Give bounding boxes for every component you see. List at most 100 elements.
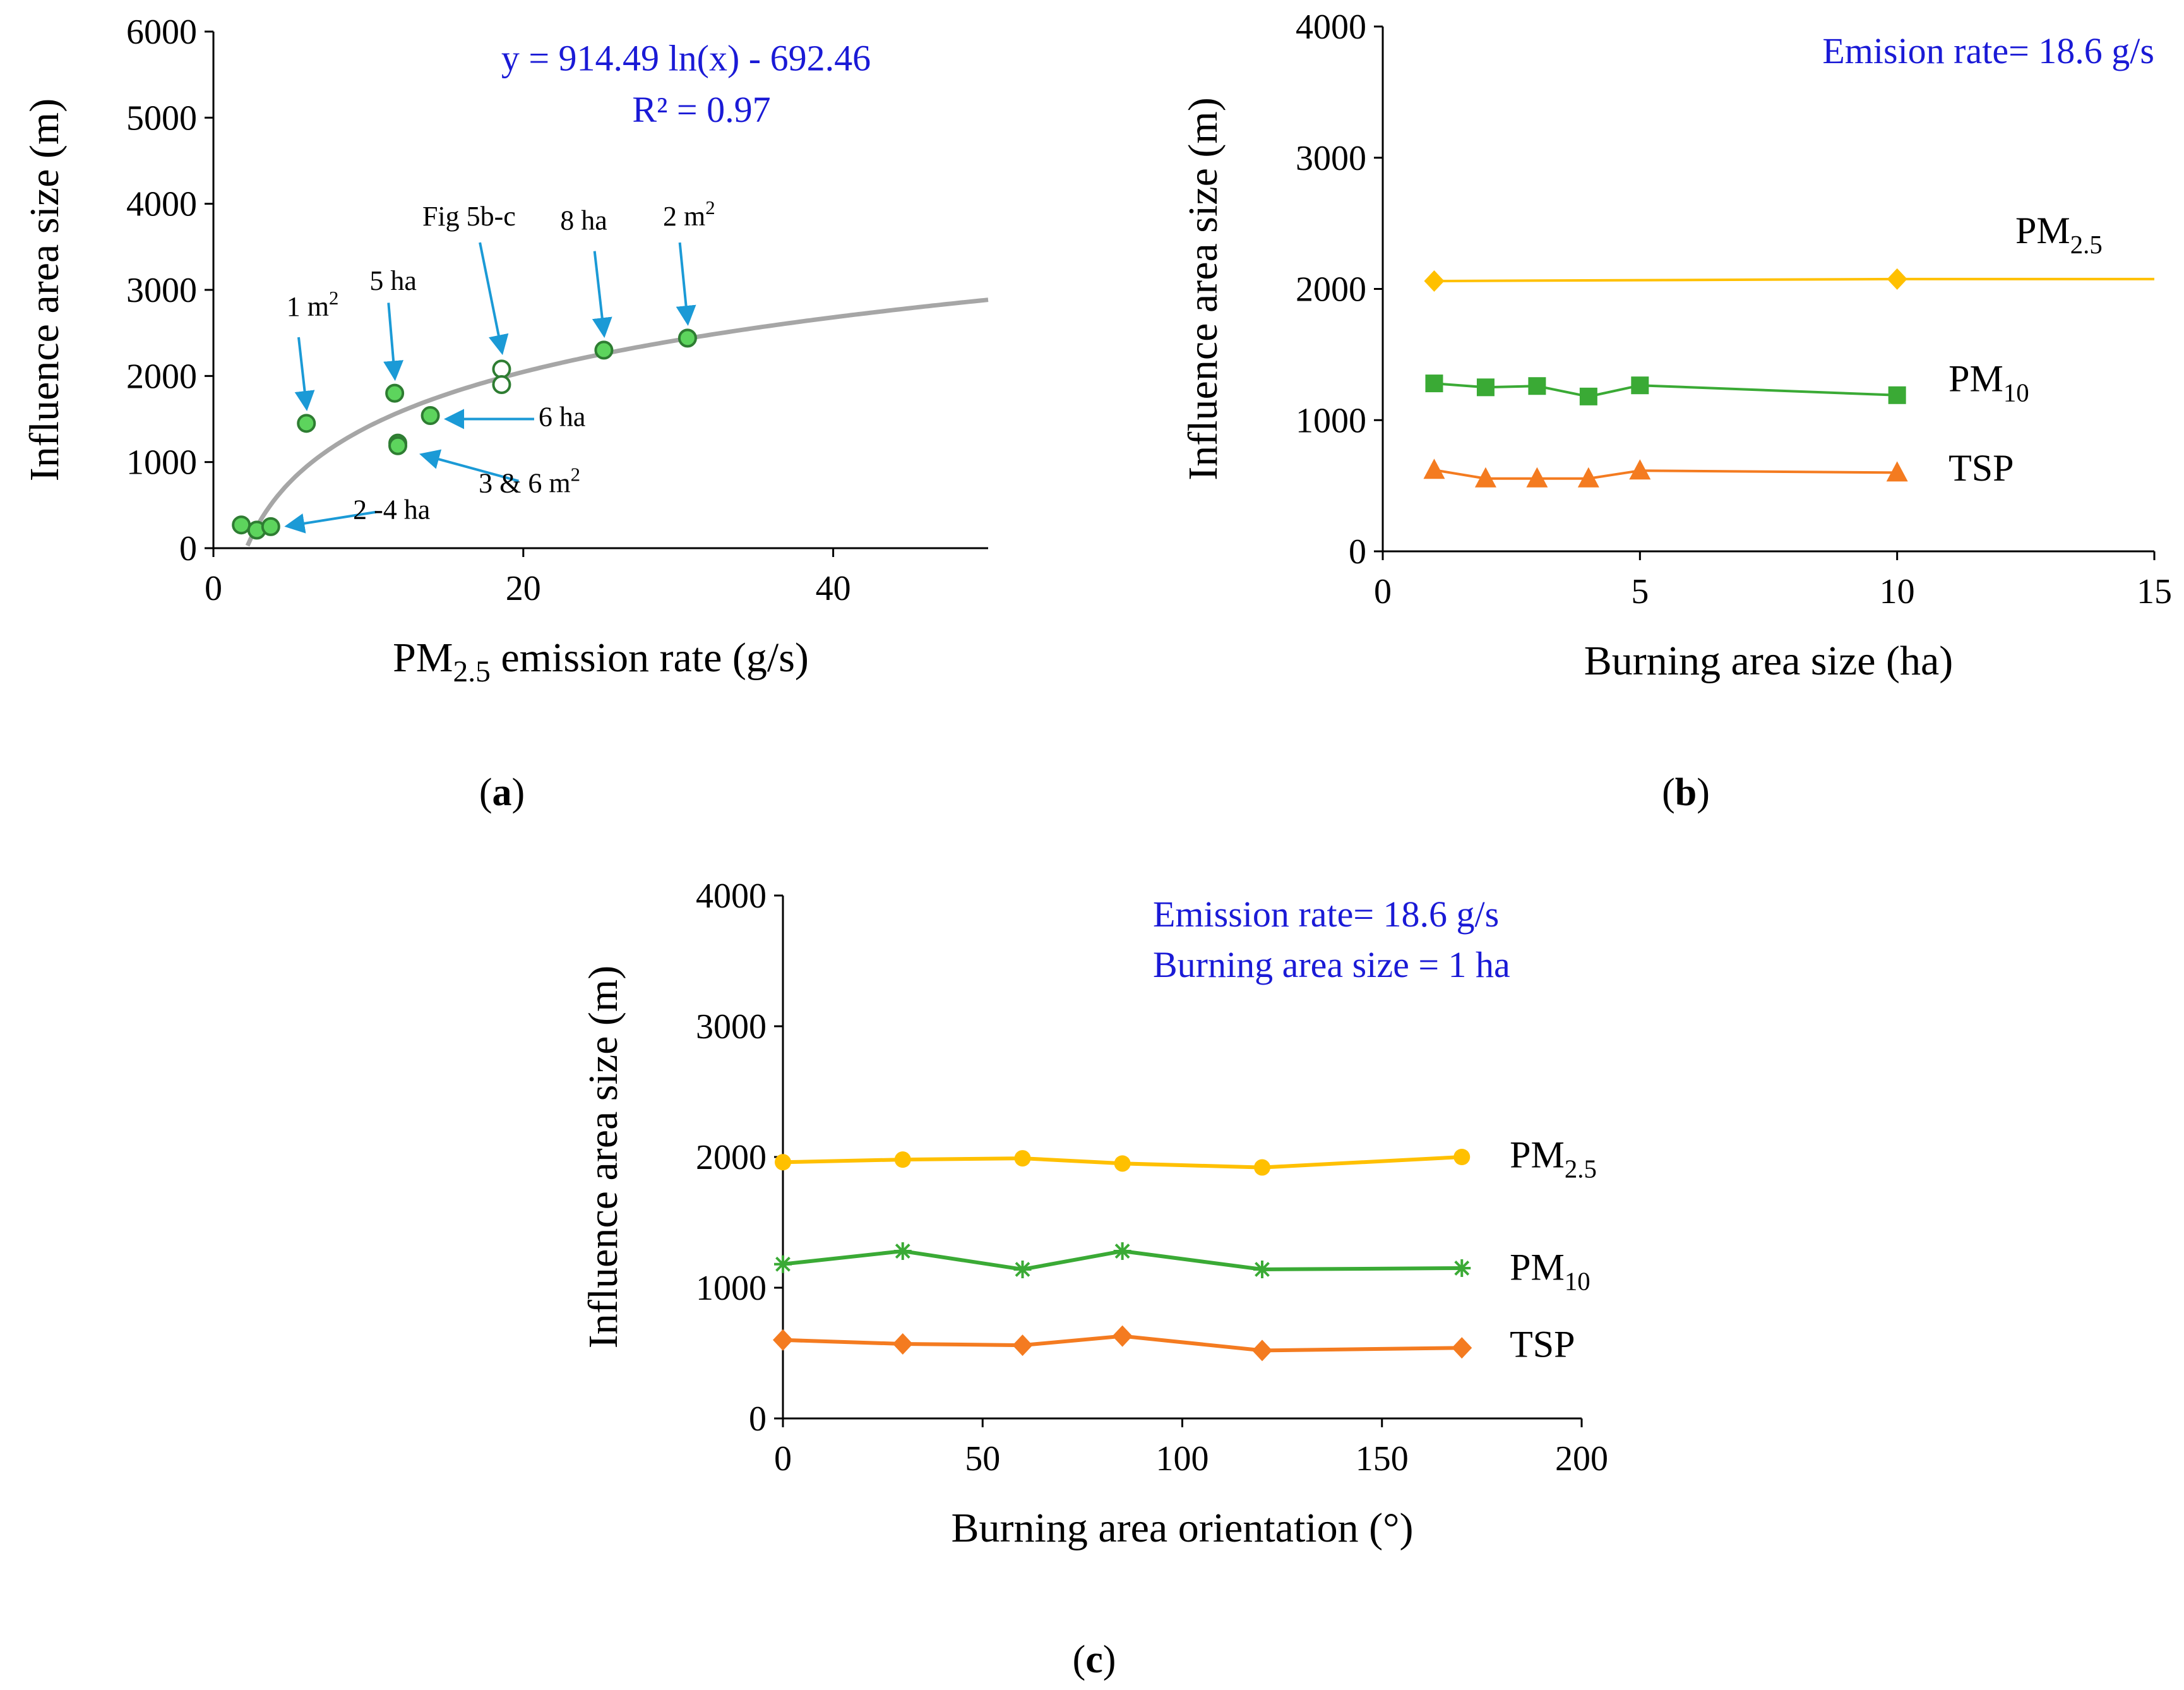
annotation-arrow: [284, 510, 376, 534]
series-marker: [1014, 1150, 1031, 1167]
y-tick-label: 2000: [696, 1138, 767, 1177]
y-tick-label: 1000: [1296, 401, 1366, 440]
series-marker: [892, 1333, 913, 1355]
y-tick-label: 1000: [126, 443, 197, 482]
series-marker: [1474, 467, 1496, 488]
x-axis-title: Burning area orientation (°): [952, 1505, 1414, 1551]
annotation-label-sup: 2: [571, 464, 580, 485]
series-marker: [1888, 386, 1906, 404]
series-marker: [1012, 1334, 1033, 1357]
y-tick-label: 0: [1349, 532, 1366, 572]
data-point: [297, 414, 316, 433]
x-axis-title-main: PM: [393, 635, 453, 681]
data-point: [594, 340, 614, 360]
series-label-sub: 10: [1565, 1268, 1590, 1296]
note-line: Burning area size = 1 ha: [1153, 944, 1510, 985]
y-tick-label: 2000: [1296, 270, 1366, 309]
annotation-label-main: 2 m: [663, 201, 705, 232]
series-marker: [775, 1154, 791, 1171]
series-marker: [893, 1242, 912, 1261]
series-label-main: TSP: [1510, 1324, 1575, 1365]
paren: (: [479, 771, 492, 814]
panel-tag-c: (c): [1073, 1638, 1116, 1681]
y-tick-label: 3000: [1296, 139, 1366, 178]
paren: ): [512, 771, 525, 814]
series-label: PM10: [1948, 358, 2029, 407]
annotation-label: 2 m2: [663, 197, 715, 232]
series-marker: [1452, 1337, 1472, 1359]
x-tick-label: 20: [506, 569, 541, 608]
panel-letter: b: [1675, 771, 1697, 814]
series-marker: [773, 1329, 793, 1351]
paren: ): [1697, 771, 1710, 814]
data-point: [492, 375, 511, 394]
y-tick-label: 1000: [696, 1269, 767, 1308]
series-marker: [1526, 467, 1548, 488]
series-marker: [1254, 1159, 1270, 1176]
annotation-label: 8 ha: [560, 205, 607, 236]
annotation-label-main: 6 ha: [539, 401, 586, 432]
x-tick-label: 100: [1156, 1439, 1209, 1478]
annotation-label: 2 -4 ha: [353, 494, 430, 525]
series-label: PM10: [1510, 1247, 1590, 1296]
series-line: [1434, 277, 2154, 282]
series-label-sub: 10: [2003, 379, 2029, 407]
series-marker-stroke: [1015, 1262, 1030, 1277]
series-marker: [1453, 1259, 1471, 1277]
series-marker-stroke: [1454, 1261, 1470, 1276]
series-marker: [1013, 1261, 1032, 1279]
annotation-arrow: [294, 337, 315, 411]
series-marker: [1112, 1325, 1133, 1347]
series-label-main: PM: [1510, 1134, 1565, 1176]
series-marker: [1425, 375, 1443, 393]
note-line: Emision rate= 18.6 g/s: [1822, 30, 2154, 71]
panel-c: 0 1000 2000 3000 4000 0 50 100 150 200 Influence a…: [580, 877, 1608, 1681]
series-marker: [1252, 1339, 1272, 1362]
series-marker: [1886, 461, 1908, 482]
paren: (: [1662, 771, 1675, 814]
series-marker: [1579, 387, 1597, 405]
y-tick-label: 4000: [1296, 8, 1366, 47]
annotation-label-main: 3 & 6 m: [479, 467, 570, 498]
series-label-main: PM: [1510, 1247, 1565, 1288]
series-label: PM2.5: [1510, 1134, 1597, 1184]
panel-tag-a: (a): [479, 771, 525, 814]
x-tick-label: 40: [816, 569, 851, 608]
y-tick-label: 3000: [126, 271, 197, 310]
series-marker-stroke: [1255, 1262, 1270, 1277]
series-marker: [1253, 1261, 1271, 1279]
series-marker: [1528, 377, 1546, 395]
x-tick-label: 200: [1555, 1439, 1608, 1478]
series-label-sub: 2.5: [2070, 231, 2103, 259]
x-axis-title-sub: 2.5: [453, 656, 490, 688]
y-tick-label: 0: [749, 1399, 767, 1439]
annotation-arrow: [676, 242, 696, 327]
data-point: [492, 359, 511, 379]
x-axis-title: PM2.5 emission rate (g/s): [393, 635, 809, 688]
series-marker: [1887, 268, 1907, 290]
annotation-label-sup: 2: [705, 197, 715, 219]
annotation-arrow: [419, 449, 519, 482]
panel-letter: a: [492, 771, 512, 814]
series-label: PM2.5: [2015, 210, 2103, 259]
series-line: [782, 1249, 1462, 1272]
annotation-label-sup: 2: [329, 287, 338, 309]
series-marker: [774, 1255, 792, 1273]
annotation-label: 3 & 6 m2: [479, 464, 580, 498]
data-point: [385, 383, 405, 403]
series-marker-stroke: [775, 1256, 791, 1272]
series-marker: [1453, 1149, 1471, 1165]
data-point: [388, 436, 408, 455]
series-label: TSP: [1948, 447, 2014, 489]
series-marker-stroke: [895, 1244, 910, 1259]
annotation-label-main: 5 ha: [369, 265, 417, 296]
series-line: [782, 1334, 1462, 1353]
series-label-main: PM: [2015, 210, 2070, 251]
annotation-label: 1 m2: [287, 287, 339, 322]
data-point: [677, 328, 697, 348]
x-tick-label: 150: [1356, 1439, 1409, 1478]
series-marker: [1424, 270, 1445, 292]
panel-b: 0 1000 2000 3000 4000 0 5 10 15 Influence area si…: [1180, 8, 2172, 814]
annotation-arrow: [383, 303, 404, 381]
